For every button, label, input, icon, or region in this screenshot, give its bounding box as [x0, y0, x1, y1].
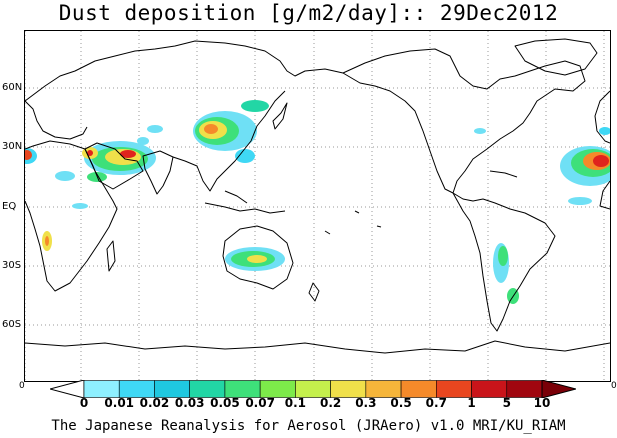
colorbar-swatch	[224, 380, 261, 398]
coast-africa	[25, 140, 118, 292]
colorbar-tick-label: 0.1	[284, 396, 307, 410]
colorbar-swatch	[330, 380, 367, 398]
coast-new-zealand	[308, 282, 320, 302]
colorbar-tick-label: 0.7	[425, 396, 447, 410]
lat-label-30s: 30S	[2, 260, 22, 271]
coast-australia	[222, 225, 294, 290]
colorbar-swatch	[154, 380, 190, 398]
coast-island-2	[376, 225, 382, 228]
lat-label-eq: EQ	[2, 201, 17, 212]
coast-caribbean	[489, 170, 518, 178]
coast-europe-east-edge	[594, 90, 610, 144]
chart-title: Dust deposition [g/m2/day]:: 29Dec2012	[58, 1, 559, 25]
coast-antarctica	[25, 340, 610, 354]
colorbar-swatch	[83, 380, 120, 398]
colorbar-tick-label: 0.02	[139, 396, 170, 410]
dust-region-arabia	[72, 141, 156, 209]
colorbar-tick-label: 10	[533, 396, 551, 410]
colorbar-swatch	[365, 380, 402, 398]
coast-eurasia-north	[25, 40, 344, 102]
coast-east-asia	[172, 90, 286, 192]
dust-region-australia	[225, 247, 285, 271]
dust-region-sahara	[25, 148, 75, 181]
dust-shading	[25, 100, 610, 304]
colorbar-swatch	[400, 380, 437, 398]
colorbar	[50, 380, 576, 398]
coastlines	[25, 38, 610, 354]
dust-region-sahara-east	[560, 127, 610, 205]
coast-island-1	[354, 210, 360, 214]
colorbar-tick-label: 0.3	[355, 396, 377, 410]
coast-indonesia	[204, 202, 286, 214]
colorbar-tick-label: 1	[467, 396, 476, 410]
colorbar-tick-label: 5	[502, 396, 511, 410]
map-canvas	[25, 31, 610, 381]
colorbar-swatch	[118, 380, 155, 398]
coast-japan	[272, 102, 288, 130]
coast-island-3	[324, 230, 331, 235]
colorbar-tick-label: 0.5	[390, 396, 412, 410]
dust-region-south-america	[493, 243, 519, 304]
coast-borneo	[224, 190, 248, 204]
world-map	[24, 30, 611, 382]
coast-india	[142, 150, 174, 195]
dust-region-southern-africa	[42, 231, 52, 251]
lat-label-60s: 60S	[2, 319, 22, 330]
colorbar-edge-left: 0	[19, 381, 25, 391]
coast-greenland	[514, 38, 598, 76]
lat-label-60n: 60N	[2, 82, 23, 93]
colorbar-edge-right: 0	[611, 381, 617, 391]
coast-madagascar	[106, 240, 116, 272]
colorbar-tick-label: 0.07	[245, 396, 275, 410]
colorbar-swatch	[189, 380, 226, 398]
colorbar-tick-label: 0.05	[210, 396, 240, 410]
dust-region-taklamakan-gobi	[137, 100, 269, 163]
coast-africa-east-edge	[599, 180, 610, 210]
dust-patch-na	[474, 128, 486, 134]
coast-south-america	[452, 192, 556, 332]
colorbar-swatch	[259, 380, 296, 398]
colorbar-arrow-max	[541, 380, 576, 398]
lat-label-30n: 30N	[2, 141, 23, 152]
colorbar-swatch	[436, 380, 472, 398]
colorbar-swatch	[295, 380, 331, 398]
colorbar-tick-label: 0.01	[104, 396, 135, 410]
colorbar-tick-label: 0	[79, 396, 89, 410]
coast-north-america	[342, 48, 586, 194]
colorbar-tick-label: 0.03	[174, 396, 205, 410]
colorbar-swatch	[471, 380, 508, 398]
credit-line: The Japanese Reanalysis for Aerosol (JRA…	[51, 418, 566, 434]
colorbar-tick-label: 0.2	[319, 396, 342, 410]
coast-europe	[25, 100, 88, 140]
coast-arabia	[84, 142, 144, 190]
gridlines	[25, 31, 610, 381]
colorbar-swatch	[506, 380, 543, 398]
